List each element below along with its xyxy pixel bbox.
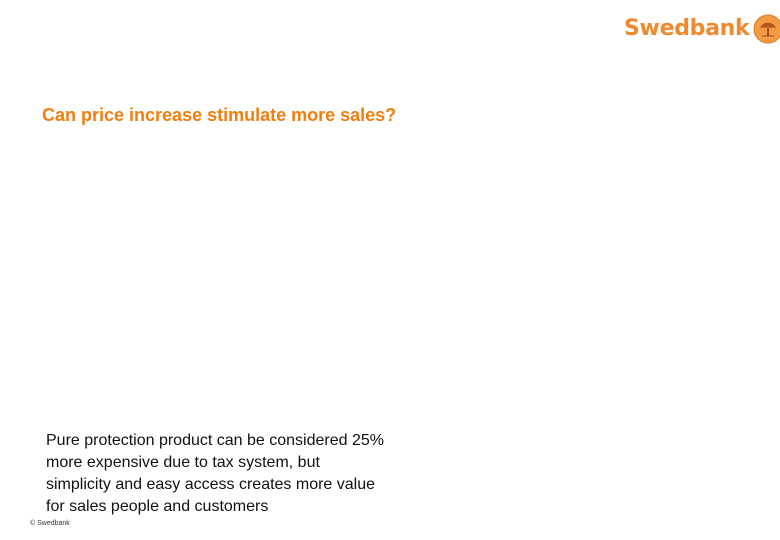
slide-title: Can price increase stimulate more sales?	[42, 105, 397, 125]
body-line: simplicity and easy access creates more …	[46, 476, 376, 493]
logo-wordmark: Swedbank	[624, 16, 750, 41]
slide-body-text: Pure protection product can be considere…	[46, 430, 446, 518]
body-line: Pure protection product can be considere…	[46, 432, 384, 449]
body-line: for sales people and customers	[46, 498, 269, 515]
oak-tree-icon	[753, 14, 780, 44]
copyright-footer: © Swedbank	[30, 520, 70, 527]
swedbank-logo: Swedbank	[624, 12, 780, 46]
body-line: more expensive due to tax system, but	[46, 454, 320, 471]
